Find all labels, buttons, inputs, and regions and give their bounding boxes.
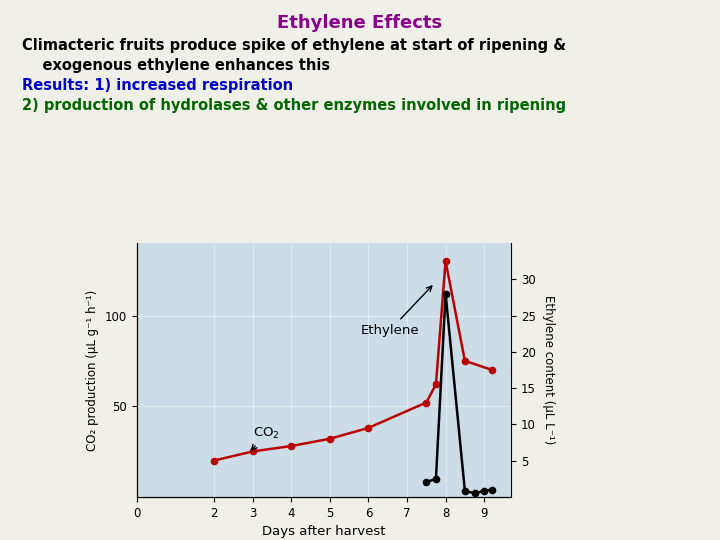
Text: Results: 1) increased respiration: Results: 1) increased respiration — [22, 78, 293, 93]
Text: Ethylene Effects: Ethylene Effects — [277, 14, 443, 31]
Y-axis label: Ethylene content (μL L⁻¹): Ethylene content (μL L⁻¹) — [542, 295, 555, 444]
Text: exogenous ethylene enhances this: exogenous ethylene enhances this — [22, 58, 330, 73]
Text: Climacteric fruits produce spike of ethylene at start of ripening &: Climacteric fruits produce spike of ethy… — [22, 38, 566, 53]
Text: CO$_2$: CO$_2$ — [251, 426, 279, 450]
Text: Ethylene: Ethylene — [361, 286, 432, 336]
X-axis label: Days after harvest: Days after harvest — [262, 525, 386, 538]
Text: 2) production of hydrolases & other enzymes involved in ripening: 2) production of hydrolases & other enzy… — [22, 98, 566, 113]
Y-axis label: CO₂ production (μL g⁻¹ h⁻¹): CO₂ production (μL g⁻¹ h⁻¹) — [86, 289, 99, 450]
